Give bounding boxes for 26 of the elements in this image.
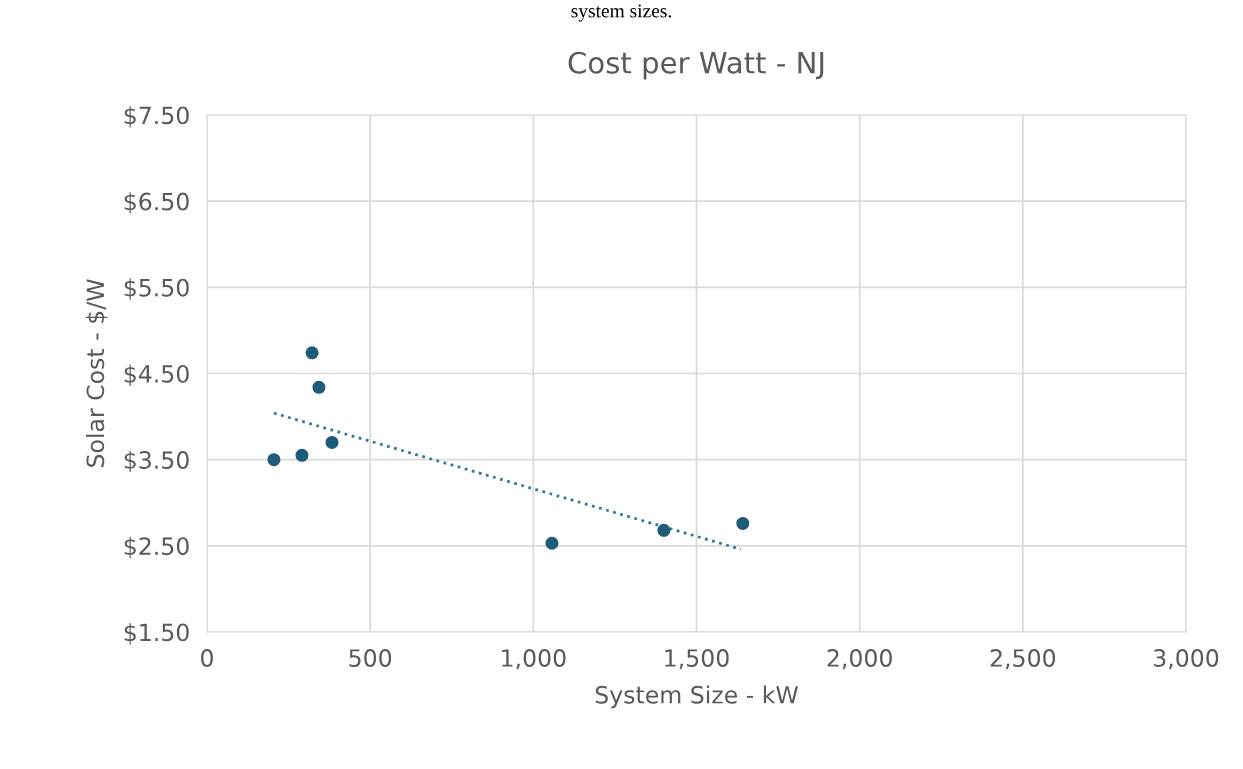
- y-tick-label: $4.50: [124, 364, 189, 386]
- point: [267, 453, 281, 467]
- x-tick-label: 2,000: [827, 649, 892, 670]
- x-tick-label: 1,000: [502, 649, 566, 670]
- y-tick-label: $2.50: [124, 536, 189, 559]
- y-tick-label: $3.50: [124, 450, 189, 473]
- chart-title: Cost per Watt - NJ: [568, 51, 824, 80]
- x-tick-label: 0: [201, 649, 213, 667]
- point: [657, 523, 671, 537]
- y-axis-title: Solar Cost - $/W: [86, 279, 108, 467]
- x-tick-label: 2,500: [990, 649, 1056, 670]
- x-tick-label: 3,000: [1154, 649, 1219, 670]
- point: [736, 516, 750, 530]
- x-tick-label: 1,500: [665, 649, 729, 670]
- y-tick-label: $7.50: [124, 106, 189, 128]
- point: [325, 435, 339, 449]
- text: system sizes.: [571, 4, 671, 22]
- x-tick-label: 500: [349, 649, 392, 667]
- point: [312, 380, 326, 394]
- y-tick-label: $5.50: [124, 278, 189, 300]
- point: [305, 346, 319, 360]
- y-tick-label: $1.50: [124, 623, 189, 645]
- point: [295, 448, 309, 462]
- x-axis-title: System Size - kW: [595, 685, 799, 709]
- y-tick-label: $6.50: [124, 192, 189, 214]
- point: [545, 536, 559, 550]
